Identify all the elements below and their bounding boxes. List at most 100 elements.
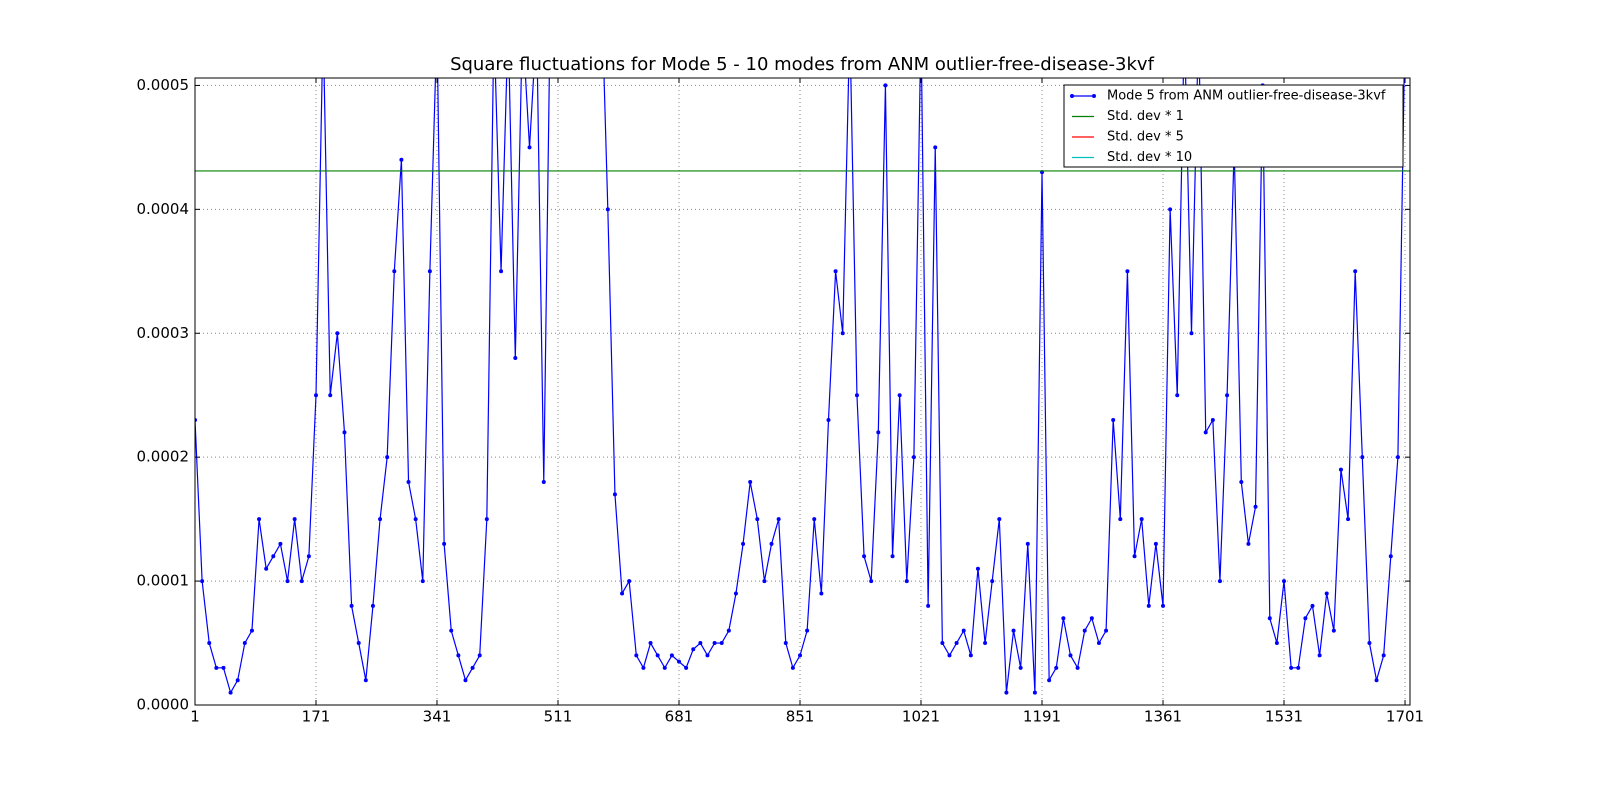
data-point [1061, 616, 1066, 621]
data-point [1054, 665, 1059, 670]
data-point [620, 591, 625, 596]
data-point [1388, 554, 1393, 559]
data-point [285, 579, 290, 584]
data-point [1346, 517, 1351, 522]
data-point [790, 665, 795, 670]
data-point [249, 628, 254, 633]
data-point [314, 393, 319, 398]
data-point [954, 641, 959, 646]
data-point [1118, 517, 1123, 522]
data-point [527, 145, 532, 150]
data-point [271, 554, 276, 559]
data-point [1303, 616, 1308, 621]
legend-label: Mode 5 from ANM outlier-free-disease-3kv… [1107, 89, 1386, 104]
data-point [1310, 603, 1315, 608]
data-point [762, 579, 767, 584]
data-point [235, 678, 240, 683]
data-point [1004, 690, 1009, 695]
data-point [463, 678, 468, 683]
data-point [499, 269, 504, 274]
legend-label: Std. dev * 1 [1107, 109, 1184, 124]
data-point [1132, 554, 1137, 559]
legend: Mode 5 from ANM outlier-free-disease-3kv… [1063, 84, 1404, 168]
x-tick-label: 1 [190, 708, 200, 726]
data-point [363, 678, 368, 683]
data-point [420, 579, 425, 584]
data-point [1239, 479, 1244, 484]
data-point [541, 479, 546, 484]
data-point [983, 641, 988, 646]
data-point [968, 653, 973, 658]
data-point [648, 641, 653, 646]
data-point [669, 653, 674, 658]
data-point [1096, 641, 1101, 646]
data-point [1161, 603, 1166, 608]
x-tick-label: 511 [544, 708, 573, 726]
data-point [356, 641, 361, 646]
data-point [840, 331, 845, 336]
data-point [812, 517, 817, 522]
data-point [961, 628, 966, 633]
data-point [1274, 641, 1279, 646]
data-point [349, 603, 354, 608]
data-point [449, 628, 454, 633]
data-point [612, 492, 617, 497]
data-point [1296, 665, 1301, 670]
data-point [1032, 690, 1037, 695]
data-point [897, 393, 902, 398]
data-point [947, 653, 952, 658]
x-tick-label: 1361 [1144, 708, 1182, 726]
data-point [826, 418, 831, 422]
data-point [278, 541, 283, 546]
data-point [1381, 653, 1386, 658]
data-point [1018, 665, 1023, 670]
data-point [862, 554, 867, 559]
data-point [627, 579, 632, 584]
data-point [484, 517, 489, 522]
data-point [392, 269, 397, 274]
data-point [399, 157, 404, 162]
legend-label: Std. dev * 5 [1107, 130, 1184, 145]
data-point [1246, 541, 1251, 546]
data-point [427, 269, 432, 274]
data-point [684, 665, 689, 670]
x-tick-label: 341 [423, 708, 452, 726]
chart-title: Square fluctuations for Mode 5 - 10 mode… [450, 54, 1155, 75]
data-point [1189, 331, 1194, 336]
data-point [712, 641, 717, 646]
data-point [1267, 616, 1272, 621]
data-point [1139, 517, 1144, 522]
data-point [605, 207, 610, 212]
x-tick-label: 1021 [902, 708, 940, 726]
y-tick-label: 0.0004 [137, 200, 190, 218]
data-point [228, 690, 233, 695]
data-point [769, 541, 774, 546]
data-point [869, 579, 874, 584]
data-point [456, 653, 461, 658]
data-point [741, 541, 746, 546]
x-tick-label: 171 [302, 708, 331, 726]
data-point [1175, 393, 1180, 398]
y-tick-label: 0.0001 [137, 572, 190, 590]
data-point [890, 554, 895, 559]
data-point [385, 455, 390, 460]
data-point [1324, 591, 1329, 596]
data-point [1225, 393, 1230, 398]
data-point [299, 579, 304, 584]
data-point [1089, 616, 1094, 621]
data-point [1353, 269, 1358, 274]
data-point [798, 653, 803, 658]
data-point [975, 566, 980, 571]
data-point [370, 603, 375, 608]
data-point [1168, 207, 1173, 212]
data-point [641, 665, 646, 670]
data-point [691, 647, 696, 652]
data-point [264, 566, 269, 571]
data-point [1282, 579, 1287, 584]
data-point [733, 591, 738, 596]
data-point [1331, 628, 1336, 633]
data-point [257, 517, 262, 522]
data-point [1146, 603, 1151, 608]
data-point [242, 641, 247, 646]
data-point [833, 269, 838, 274]
